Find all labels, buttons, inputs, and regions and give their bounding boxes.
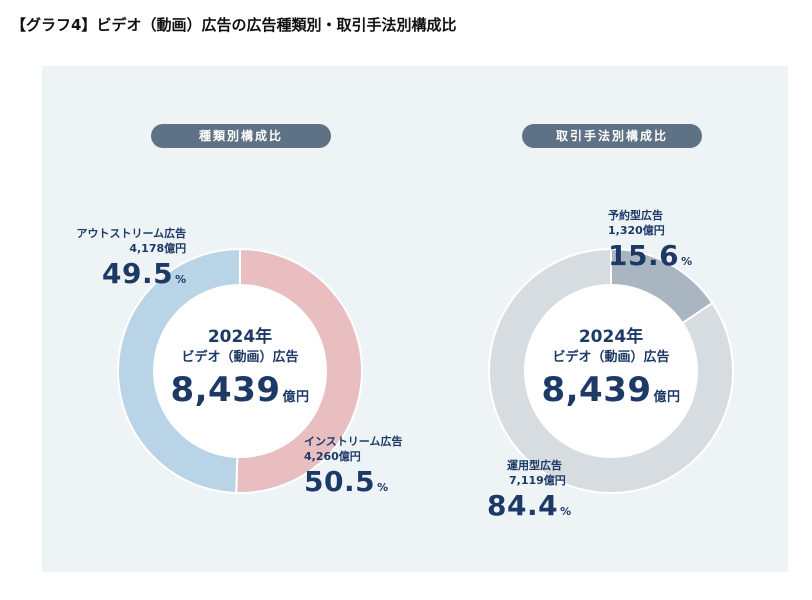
trade-center-total: 8,439 億円: [541, 370, 681, 410]
donut-charts: [117, 247, 734, 494]
outstream-pct: 49.5: [102, 257, 174, 290]
instream-slice: [235, 247, 363, 494]
trade-method-pill: 取引手法別構成比: [522, 124, 702, 148]
programmatic-amount: 7,119億円: [509, 474, 566, 487]
type-donut-center: 2024年 ビデオ（動画）広告 8,439 億円: [140, 326, 340, 420]
instream-name: インストリーム広告: [304, 435, 403, 448]
instream-label: インストリーム広告 4,260億円 50.5%: [304, 435, 403, 498]
programmatic-label: 運用型広告 7,119億円 84.4%: [487, 459, 572, 522]
outstream-name: アウトストリーム広告: [76, 227, 187, 240]
chart-panel: 種類別構成比 取引手法別構成比 2024年 ビデオ（動画）広告 8,439 億円 …: [42, 66, 788, 572]
instream-amount: 4,260億円: [304, 450, 361, 463]
instream-pct: 50.5: [304, 465, 376, 498]
programmatic-pct: 84.4: [487, 489, 559, 522]
type-donut-hole: [155, 286, 325, 456]
reserved-amount: 1,320億円: [608, 224, 665, 237]
type-center-year: 2024年: [207, 327, 273, 347]
trade-donut-center: 2024年 ビデオ（動画）広告 8,439 億円: [511, 326, 711, 420]
outstream-amount: 4,178億円: [129, 242, 187, 255]
reserved-pct: 15.6: [608, 239, 680, 272]
trade-donut-hole: [526, 286, 696, 456]
trade-center-year: 2024年: [578, 327, 644, 347]
programmatic-slice: [488, 247, 734, 494]
programmatic-name: 運用型広告: [507, 459, 562, 472]
reserved-label: 予約型広告 1,320億円 15.6%: [608, 209, 693, 272]
type-donut: [117, 247, 363, 494]
outstream-label: アウトストリーム広告 4,178億円 49.5%: [58, 226, 186, 292]
trade-center-label: ビデオ（動画）広告: [552, 350, 670, 365]
reserved-name: 予約型広告: [608, 209, 663, 222]
trade-donut: [488, 247, 734, 494]
outstream-slice: [117, 247, 241, 494]
type-center-label: ビデオ（動画）広告: [181, 350, 299, 365]
page-title: 【グラフ4】ビデオ（動画）広告の広告種類別・取引手法別構成比: [11, 16, 457, 34]
type-breakdown-pill: 種類別構成比: [151, 124, 331, 148]
type-center-total: 8,439 億円: [170, 370, 310, 410]
